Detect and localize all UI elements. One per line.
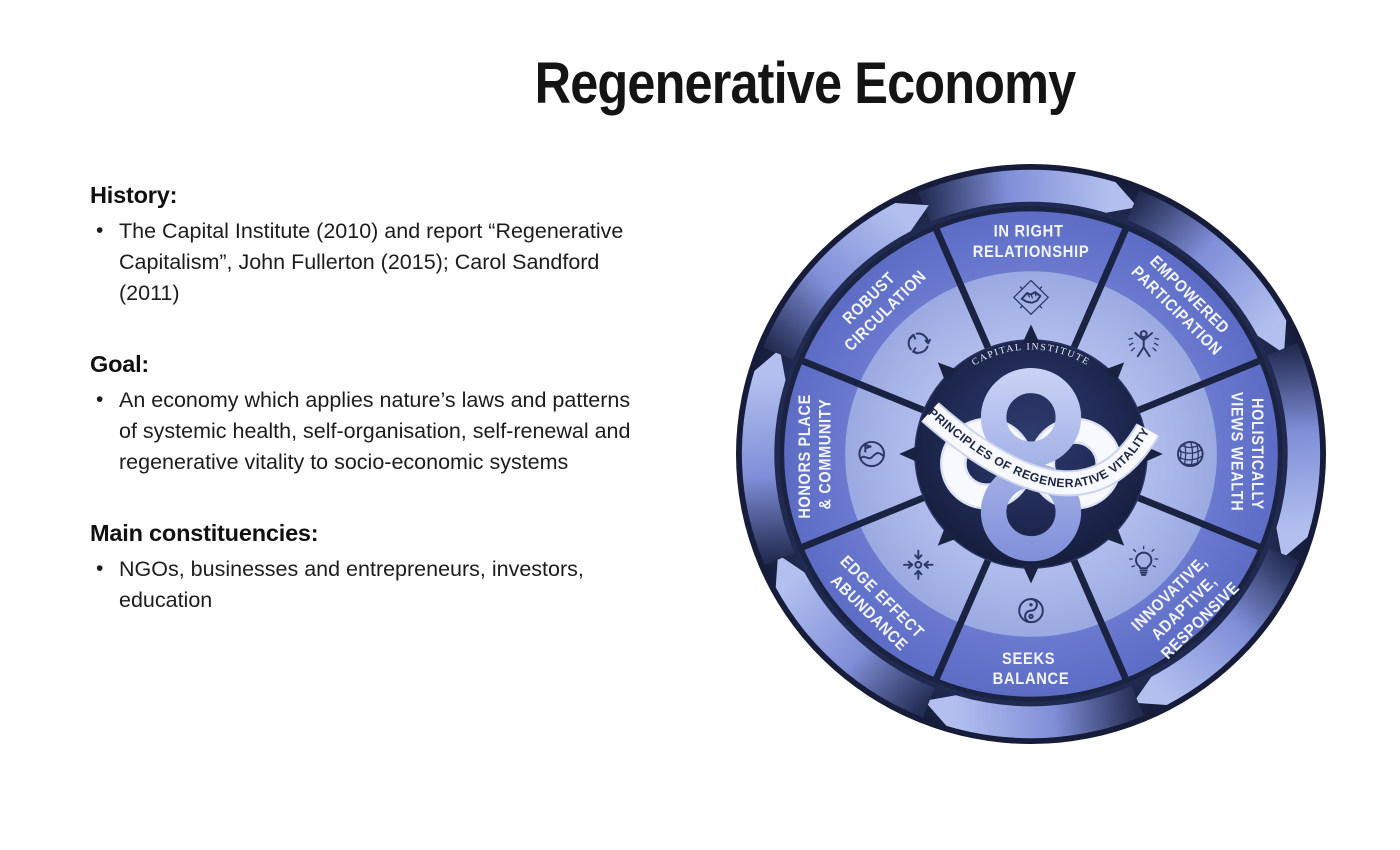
flywheel-arc (762, 203, 929, 360)
history-heading: History: (90, 182, 178, 208)
flywheel-arc (918, 169, 1138, 222)
converging-arrows-icon (903, 549, 934, 580)
segment-label-honors-place-community: HONORS PLACE & COMMUNITY (796, 389, 835, 518)
flywheel-arc (741, 349, 795, 566)
flywheel-arc (1127, 190, 1287, 354)
goal-heading: Goal: (90, 351, 150, 377)
segment-label-seeks-balance: SEEKS BALANCE (993, 650, 1070, 688)
section-history: History: The Capital Institute (2010) an… (90, 182, 710, 309)
main-constituencies-heading: Main constituencies: (90, 520, 319, 546)
list-item: An economy which applies nature’s laws a… (90, 384, 641, 478)
landscape-icon (858, 440, 885, 468)
segment-separators (797, 224, 1265, 684)
regenerative-vitality-wheel: CAPITAL INSTITUTE PRINCIPLES OF REGENERA… (736, 164, 1326, 744)
page-title: Regenerative Economy (534, 51, 1077, 116)
segment-label-in-right-relationship: IN RIGHT RELATIONSHIP (973, 223, 1090, 261)
flywheel-arc (924, 686, 1144, 739)
list-item: NGOs, businesses and entrepreneurs, inve… (90, 553, 641, 616)
goal-list: An economy which applies nature’s laws a… (90, 384, 710, 478)
yin-yang-icon (1018, 598, 1044, 624)
section-goal: Goal: An economy which applies nature’s … (90, 351, 710, 478)
main-constituencies-list: NGOs, businesses and entrepreneurs, inve… (90, 553, 710, 616)
list-item: The Capital Institute (2010) and report … (90, 215, 641, 309)
flywheel-arc (1133, 548, 1300, 705)
text-column: History: The Capital Institute (2010) an… (90, 182, 710, 658)
section-main-constituencies: Main constituencies: NGOs, businesses an… (90, 520, 710, 616)
yarn-ball-icon (1177, 440, 1204, 468)
recycle-icon (907, 332, 931, 355)
segment-label-views-wealth-holistically: VIEWS WEALTH HOLISTICALLY (1227, 392, 1266, 516)
wheel-svg: CAPITAL INSTITUTE PRINCIPLES OF REGENERA… (736, 164, 1326, 744)
handshake-icon (1013, 279, 1049, 315)
flywheel-arc (1267, 342, 1321, 559)
flywheel-arc (775, 554, 935, 718)
lightbulb-icon (1128, 545, 1159, 576)
history-list: The Capital Institute (2010) and report … (90, 215, 710, 309)
raised-arms-icon (1128, 330, 1160, 358)
